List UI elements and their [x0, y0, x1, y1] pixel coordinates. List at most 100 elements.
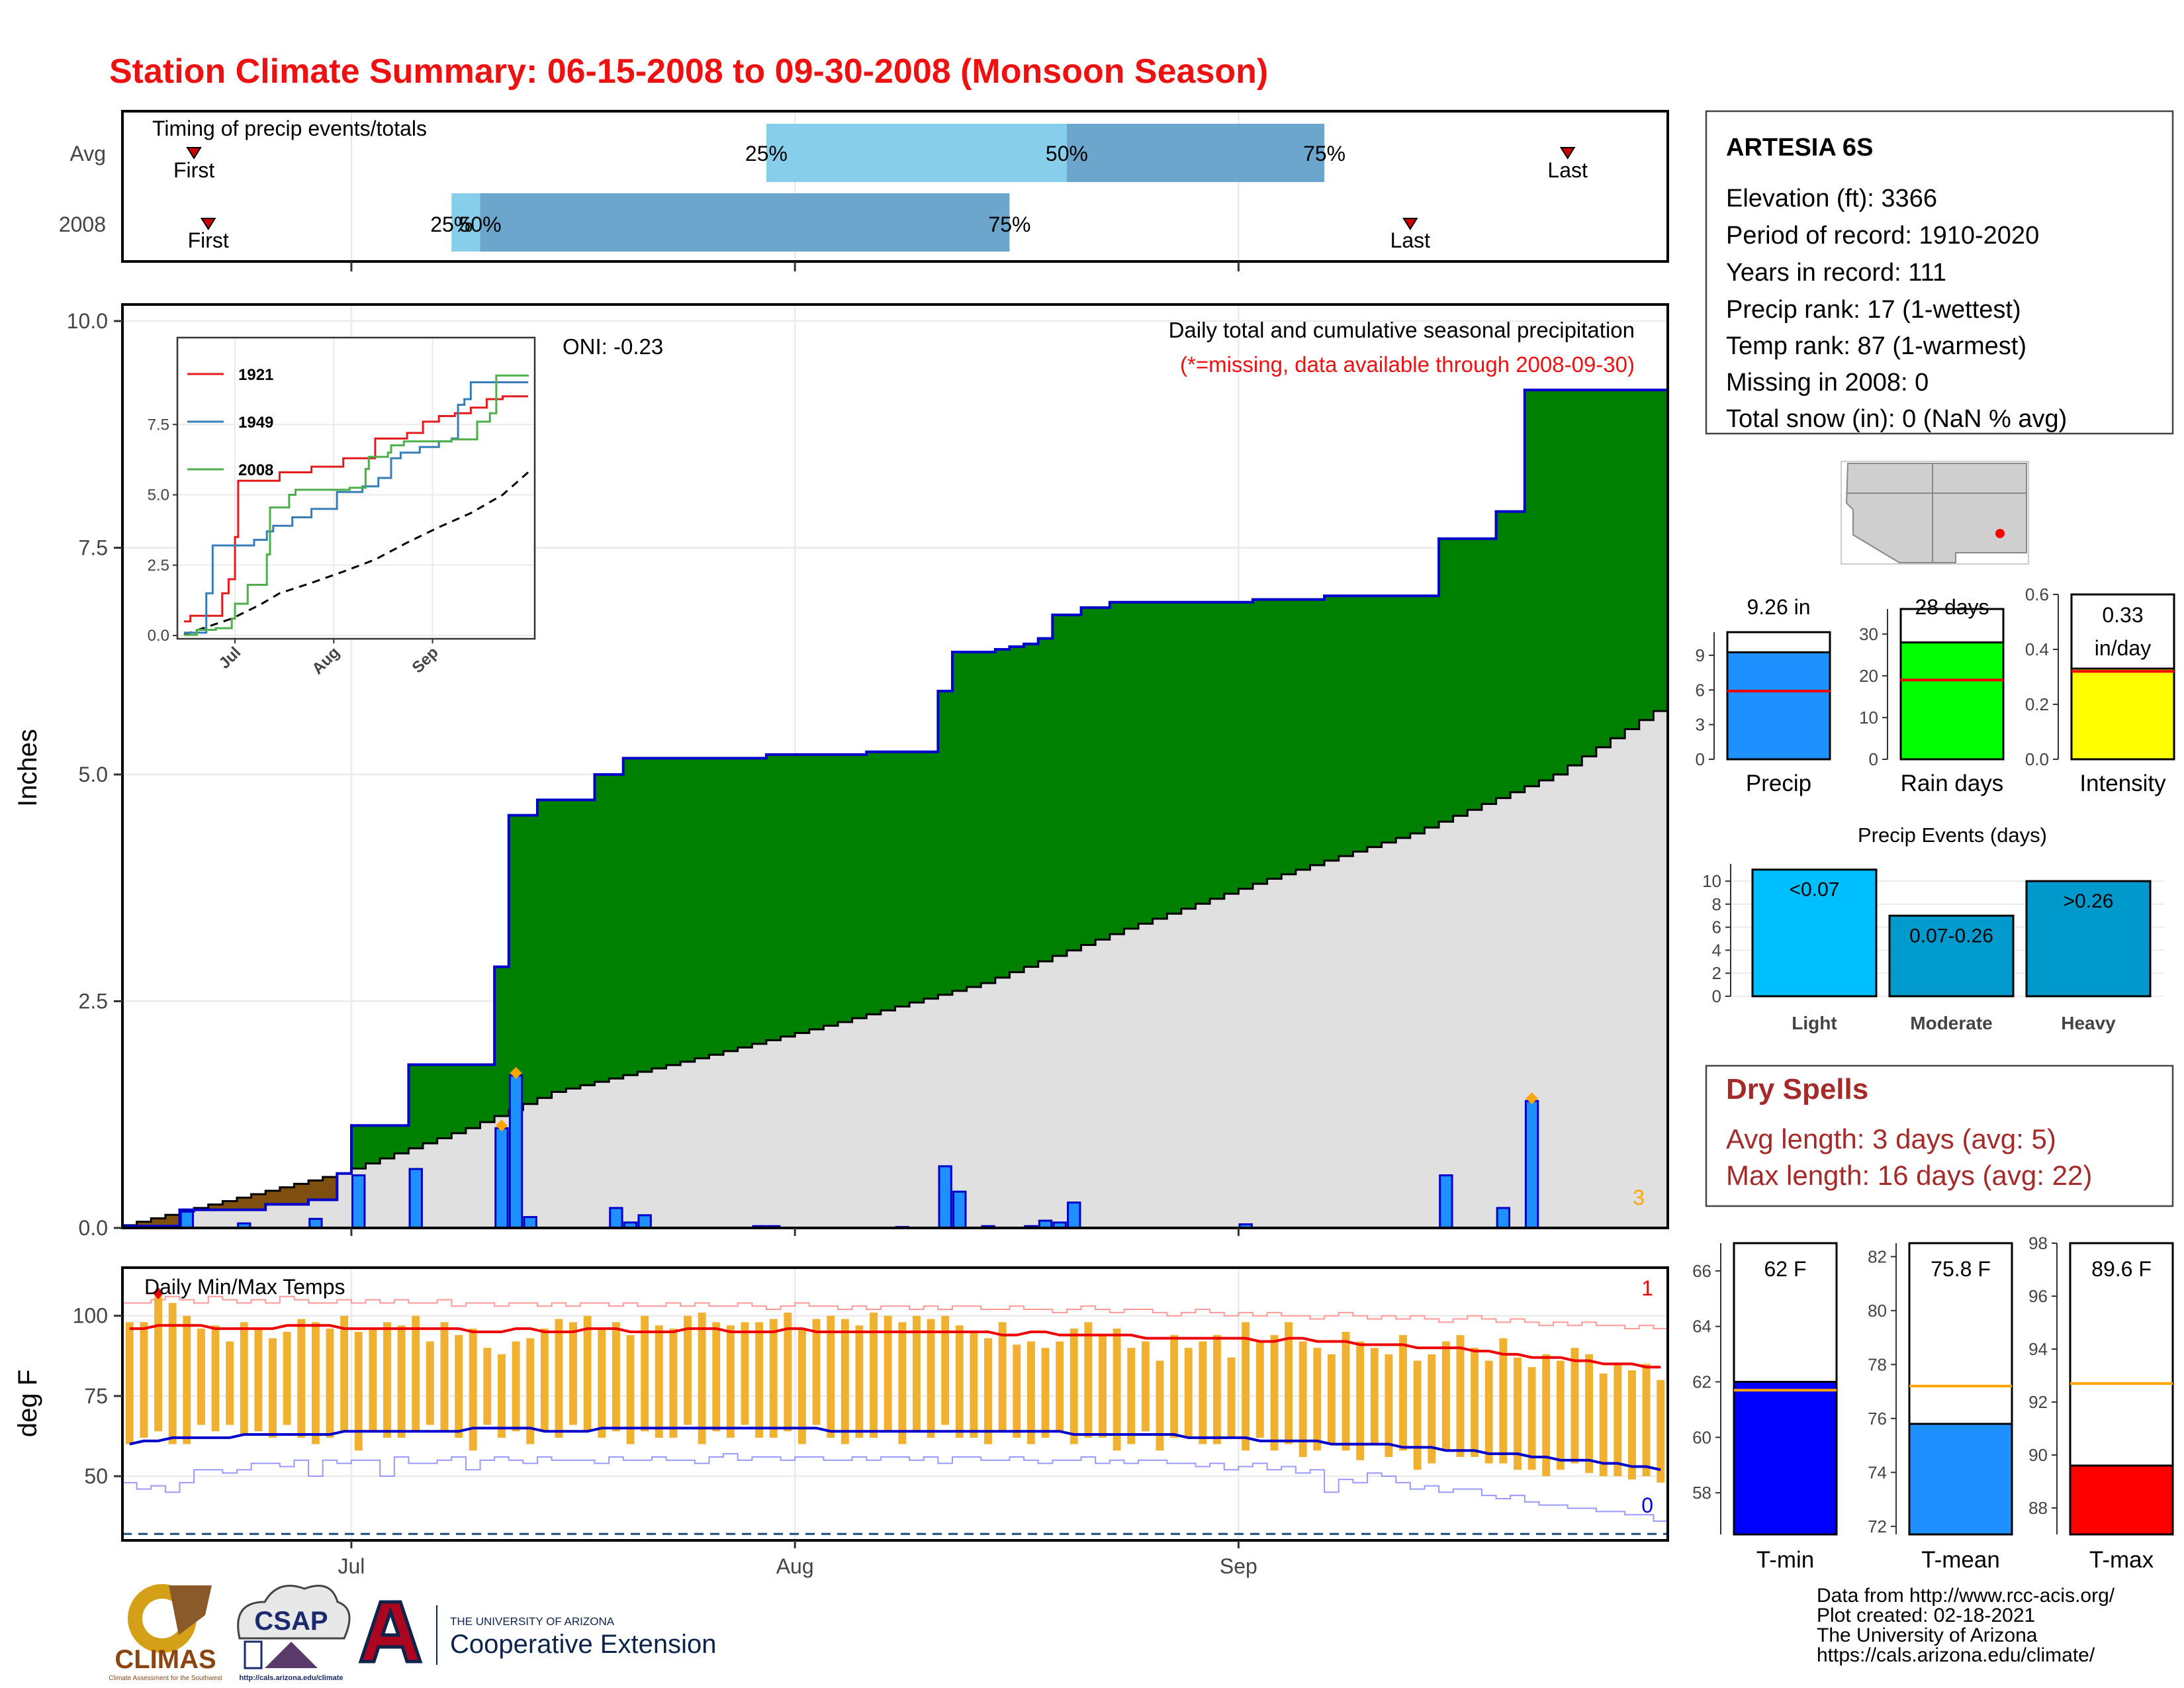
- precip-y-tick-label-0: 0.0: [79, 1216, 108, 1240]
- temp-average-tick-label-0-0: 58: [1692, 1483, 1711, 1503]
- daily-temp-bar-100: [1556, 1360, 1565, 1470]
- precip-events-bar-light: [1751, 868, 1878, 998]
- daily-precip-bar-6: [508, 1074, 523, 1229]
- daily-temp-bar-48: [812, 1319, 821, 1425]
- temp-corner-top: 1: [1641, 1276, 1653, 1300]
- inset-legend: 1921 1949 2008: [187, 366, 273, 479]
- temp-average-chart-2: 88 90 92 94 96 98 89.6 F T-max: [2028, 1233, 2174, 1573]
- seasonal-total-category-2: Intensity: [2079, 771, 2166, 796]
- daily-temp-bar-97: [1514, 1357, 1522, 1470]
- daily-temp-bar-33: [598, 1329, 606, 1438]
- daily-temp-bar-36: [641, 1315, 649, 1432]
- timing-avg-p75-label: 75%: [1303, 142, 1345, 165]
- precip-events-bar-heavy: [2025, 880, 2152, 998]
- footer-university: The University of Arizona: [1817, 1624, 2038, 1646]
- temp-normal-min-line: [129, 1427, 1661, 1472]
- daily-temp-bar-0: [125, 1322, 134, 1444]
- inset-y-tick-label-1: 2.5: [148, 557, 169, 575]
- temp-y-tick-label-1: 75: [84, 1384, 108, 1408]
- timing-avg-last-label: Last: [1547, 158, 1588, 182]
- daily-temp-bar-19: [397, 1325, 406, 1438]
- daily-temp-bar-64: [1041, 1348, 1050, 1438]
- daily-temp-bar-44: [755, 1322, 764, 1438]
- daily-temp-bar-18: [383, 1322, 391, 1438]
- seasonal-total-value-label-extra-2: in/day: [2095, 636, 2151, 660]
- daily-temp-bar-20: [412, 1315, 420, 1432]
- precip-events-title: Precip Events (days): [1858, 823, 2047, 847]
- ua-block-a-icon: [358, 1600, 423, 1664]
- seasonal-total-value-label-1: 28 days: [1915, 595, 1989, 619]
- daily-temp-bar-32: [583, 1315, 592, 1432]
- daily-precip-bar-4: [408, 1168, 423, 1229]
- temp-y-axis-label: deg F: [13, 1370, 42, 1437]
- ua-university-name: THE UNIVERSITY OF ARIZONA: [450, 1615, 615, 1628]
- daily-temp-bar-11: [283, 1331, 291, 1425]
- precip-events-category-1: Moderate: [1910, 1013, 1992, 1033]
- daily-temp-bar-95: [1484, 1360, 1493, 1464]
- timing-2008-first-label: First: [188, 228, 229, 252]
- precip-panel-frame: [121, 303, 1669, 1229]
- temp-average-tick-label-2-3: 94: [2028, 1339, 2048, 1359]
- daily-temp-bar-8: [240, 1322, 248, 1435]
- seasonal-total-tick-label-1-0: 0: [1869, 749, 1878, 769]
- temp-average-tick-label-0-3: 64: [1692, 1317, 1711, 1336]
- daily-temp-bar-55: [912, 1315, 921, 1432]
- temp-average-category-0: T-min: [1756, 1547, 1815, 1573]
- daily-temp-bar-24: [469, 1329, 477, 1451]
- precip-chart-title: Daily total and cumulative seasonal prec…: [1169, 318, 1635, 342]
- temp-average-bar-2: [2069, 1464, 2174, 1536]
- temp-average-tick-label-1-5: 82: [1868, 1246, 1887, 1266]
- timing-avg-first-marker: [186, 147, 202, 160]
- dry-spells-frame: [1705, 1064, 2174, 1207]
- timing-2008-first-marker: [200, 218, 216, 230]
- temp-average-tick-label-1-4: 80: [1868, 1301, 1887, 1321]
- seasonal-total-chart-0: 0 3 6 9 9.26 in Precip: [1696, 595, 1831, 796]
- precip-events-tick-label-5: 10: [1702, 871, 1721, 891]
- precip-normal-cumulative-line: [122, 702, 1669, 1227]
- temp-record-low-line: [122, 1453, 1668, 1522]
- daily-temp-bar-50: [841, 1319, 849, 1444]
- daily-precip-bar-24: [1524, 1100, 1539, 1229]
- climas-logo-subtext: Climate Assessment for the Southwest: [109, 1675, 222, 1682]
- daily-temp-bar-46: [784, 1312, 792, 1432]
- daily-temp-bar-85: [1342, 1331, 1350, 1451]
- daily-precip-bar-2: [308, 1217, 323, 1229]
- seasonal-total-tick-label-2-1: 0.2: [2025, 694, 2049, 714]
- seasonal-total-tick-label-2-3: 0.6: [2025, 585, 2049, 604]
- daily-temp-bar-54: [898, 1322, 907, 1444]
- daily-temp-bar-5: [197, 1329, 205, 1425]
- daily-temp-bar-35: [626, 1335, 635, 1444]
- station-info-box: ARTESIA 6S Elevation (ft): 3366 Period o…: [1705, 110, 2174, 435]
- daily-temp-bar-29: [540, 1329, 549, 1432]
- oni-label: ONI: -0.23: [563, 334, 663, 359]
- seasonal-total-bar-1: [1899, 641, 2005, 761]
- footer-credits: Data from http://www.rcc-acis.org/ Plot …: [1817, 1585, 2115, 1666]
- daily-temp-bar-49: [827, 1315, 835, 1438]
- temp-average-category-1: T-mean: [1921, 1547, 2000, 1573]
- precip-events-category-2: Heavy: [2061, 1013, 2116, 1033]
- precip-corner-count: 3: [1633, 1186, 1645, 1209]
- inset-legend-label-2008: 2008: [238, 461, 273, 479]
- daily-precip-bar-7: [523, 1216, 537, 1229]
- daily-temp-bar-104: [1614, 1364, 1622, 1477]
- daily-temp-bar-88: [1385, 1354, 1393, 1457]
- daily-temp-bar-34: [612, 1322, 620, 1432]
- daily-precip-bar-23: [1496, 1207, 1511, 1229]
- page-title: Station Climate Summary: 06-15-2008 to 0…: [109, 52, 1268, 91]
- dry-spells-title: Dry Spells: [1726, 1073, 1868, 1105]
- daily-temp-bar-39: [684, 1315, 692, 1425]
- seasonal-total-value-label-0: 9.26 in: [1747, 595, 1810, 619]
- climas-logo-text: CLIMAS: [114, 1645, 216, 1674]
- temp-record-max-marker: [153, 1287, 164, 1299]
- seasonal-total-bar-2: [2070, 667, 2175, 761]
- precip-y-tick-label-4: 10.0: [67, 309, 108, 333]
- temp-average-value-label-2: 89.6 F: [2091, 1257, 2152, 1281]
- precip-events-bar-label-2: >0.26: [2064, 890, 2114, 912]
- timing-2008-last-marker: [1402, 218, 1418, 230]
- daily-temp-bar-63: [1026, 1341, 1035, 1444]
- daily-temp-bar-89: [1399, 1335, 1407, 1451]
- daily-temp-bar-15: [340, 1315, 349, 1432]
- precip-above-normal-area: [179, 390, 1668, 1212]
- climas-sun-inner-icon: [142, 1599, 182, 1638]
